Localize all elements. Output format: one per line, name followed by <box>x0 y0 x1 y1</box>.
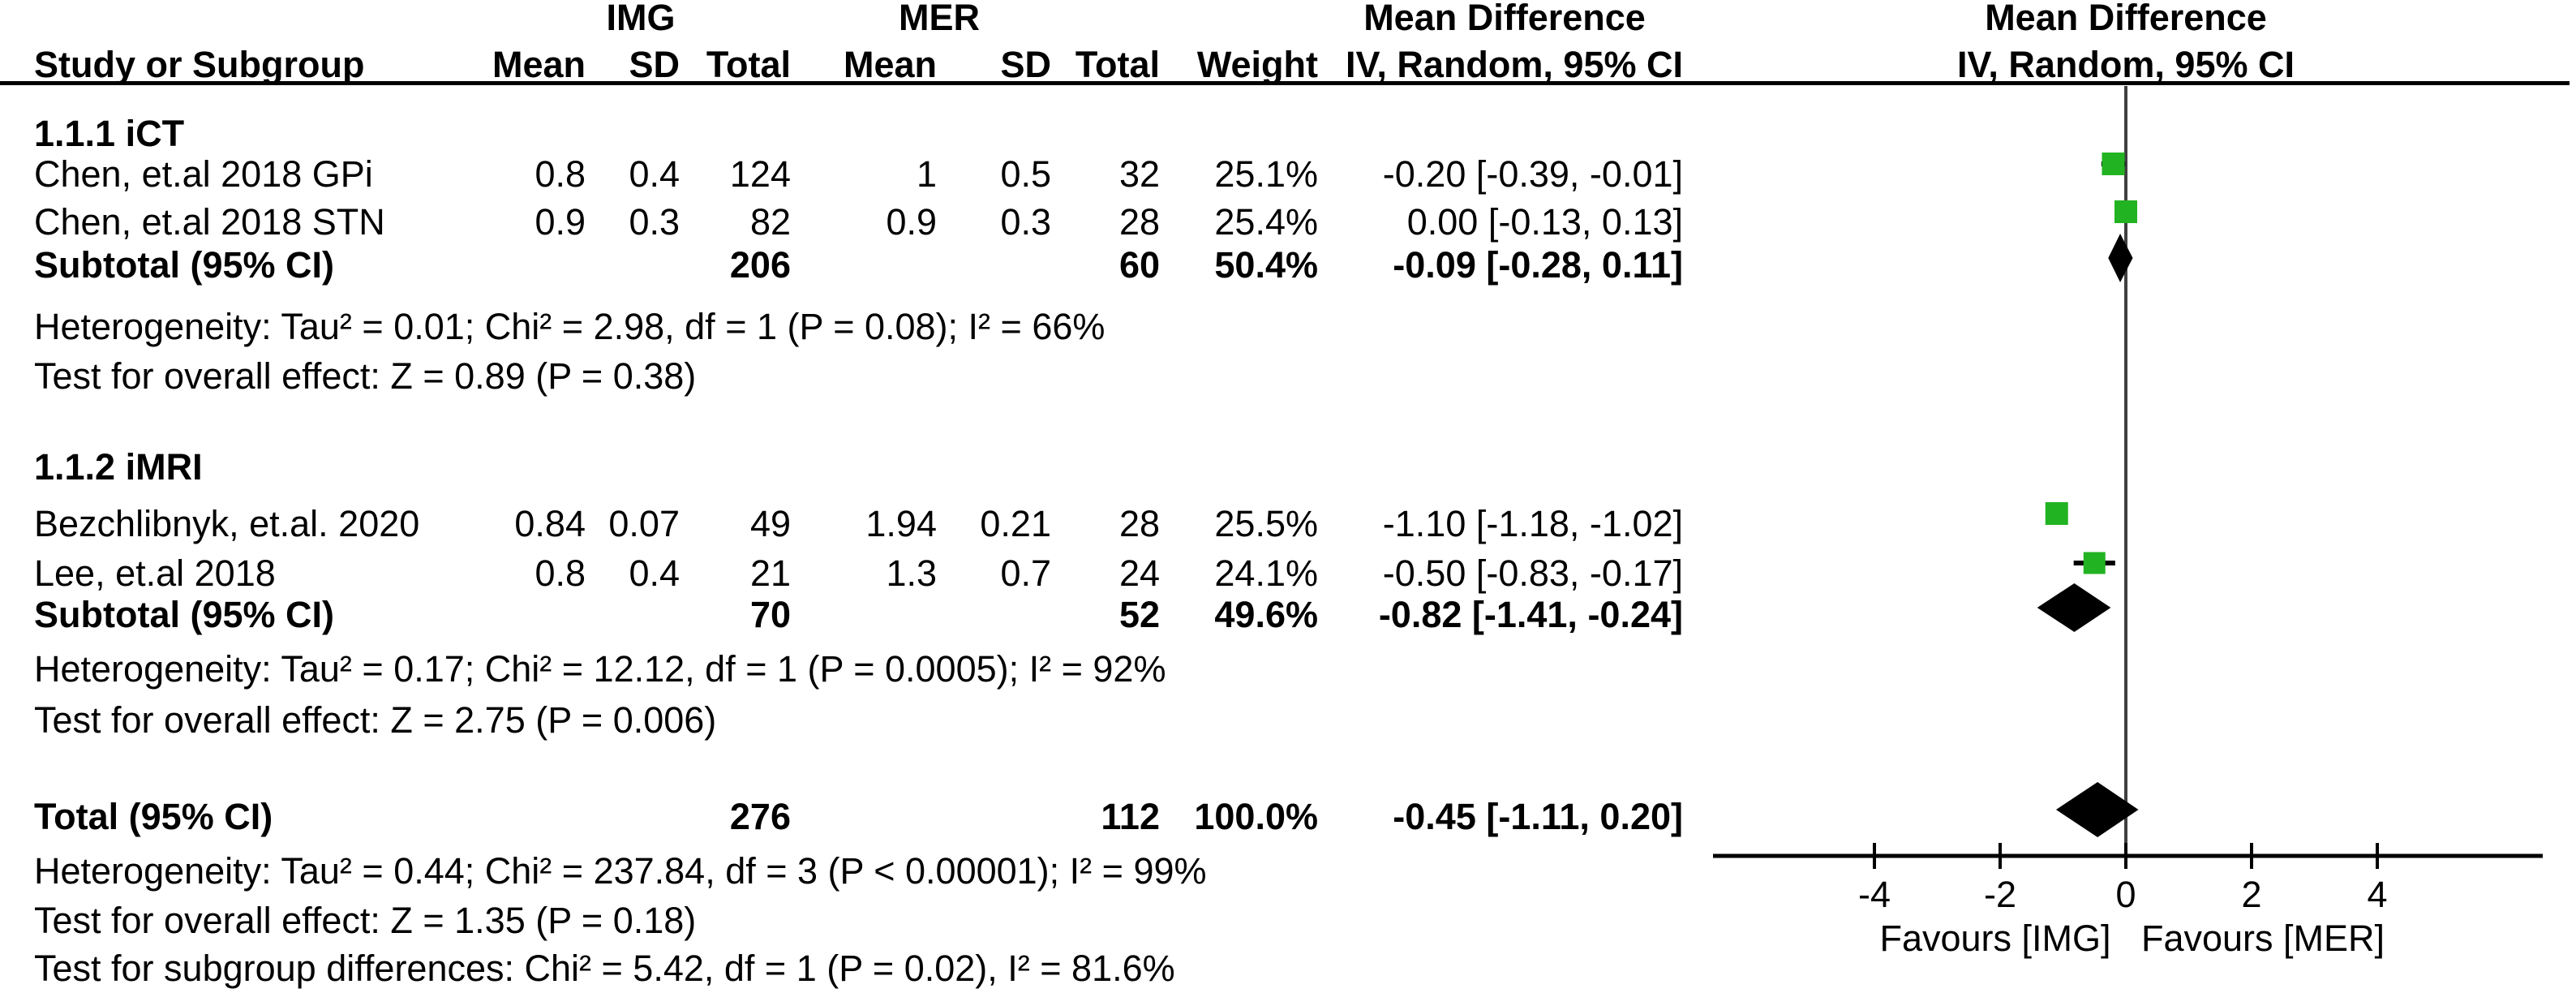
subtotal-mer-total: 52 <box>1118 594 1160 635</box>
total-label: Total (95% CI) <box>34 796 273 837</box>
study-name: Chen, et.al 2018 STN <box>34 201 385 243</box>
total-overall-effect-text: Test for overall effect: Z = 1.35 (P = 0… <box>34 900 697 941</box>
total-ci: -0.45 [-1.11, 0.20] <box>1393 796 1683 837</box>
study-mer-total: 32 <box>1118 153 1160 195</box>
subtotal-weight: 49.6% <box>1214 594 1318 635</box>
subtotal-mer-total: 60 <box>1118 244 1160 286</box>
subtotal-weight: 50.4% <box>1214 244 1318 286</box>
study-img-total: 49 <box>749 503 791 544</box>
study-mer-sd: 0.3 <box>1000 201 1051 243</box>
study-mer-total: 28 <box>1118 201 1160 243</box>
study-name: Chen, et.al 2018 GPi <box>34 153 373 195</box>
subgroup-label: 1.1.1 iCT <box>34 113 185 154</box>
study-ci-text: -1.10 [-1.18, -1.02] <box>1382 503 1683 544</box>
study-name: Lee, et.al 2018 <box>34 552 276 594</box>
effect-square <box>2083 552 2106 574</box>
axis-tick-label: 0 <box>2115 874 2136 915</box>
subtotal-diamond <box>2108 234 2133 282</box>
study-mer-mean: 0.9 <box>886 201 937 243</box>
header-rule <box>0 81 2570 85</box>
img-group-header: IMG <box>606 0 676 38</box>
total-diamond <box>2055 782 2139 837</box>
study-img-sd: 0.4 <box>629 153 680 195</box>
overall-effect-text: Test for overall effect: Z = 2.75 (P = 0… <box>34 699 717 741</box>
study-img-sd: 0.07 <box>608 503 680 544</box>
study-weight: 24.1% <box>1214 552 1318 594</box>
study-weight: 25.1% <box>1214 153 1318 195</box>
subtotal-label: Subtotal (95% CI) <box>34 244 335 286</box>
study-weight: 25.4% <box>1214 201 1318 243</box>
img-mean-header: Mean <box>492 44 586 85</box>
effect-square <box>2114 200 2137 223</box>
subgroup-label: 1.1.2 iMRI <box>34 446 203 488</box>
study-img-mean: 0.84 <box>514 503 586 544</box>
favours-mer-label: Favours [MER] <box>2140 918 2385 959</box>
method-column-header: IV, Random, 95% CI <box>1346 44 1683 85</box>
overall-effect-text: Test for overall effect: Z = 0.89 (P = 0… <box>34 355 697 397</box>
heterogeneity-text: Heterogeneity: Tau² = 0.01; Chi² = 2.98,… <box>34 306 1106 347</box>
study-mer-mean: 1 <box>916 153 937 195</box>
effect-square <box>2045 502 2068 525</box>
mean-difference-plot-header: Mean Difference <box>1985 0 2267 38</box>
study-img-mean: 0.8 <box>535 552 586 594</box>
subtotal-ci: -0.82 [-1.41, -0.24] <box>1378 594 1683 635</box>
study-ci-text: 0.00 [-0.13, 0.13] <box>1406 201 1683 243</box>
mer-total-header: Total <box>1075 44 1160 85</box>
study-img-mean: 0.8 <box>535 153 586 195</box>
subtotal-label: Subtotal (95% CI) <box>34 594 335 635</box>
study-ci-text: -0.20 [-0.39, -0.01] <box>1382 153 1683 195</box>
study-column-header: Study or Subgroup <box>34 44 365 85</box>
effect-square <box>2102 153 2125 175</box>
study-mer-mean: 1.94 <box>865 503 937 544</box>
study-img-total: 82 <box>749 201 791 243</box>
study-name: Bezchlibnyk, et.al. 2020 <box>34 503 420 544</box>
heterogeneity-text: Heterogeneity: Tau² = 0.17; Chi² = 12.12… <box>34 648 1166 690</box>
study-mer-sd: 0.21 <box>980 503 1051 544</box>
study-img-total: 21 <box>749 552 791 594</box>
img-sd-header: SD <box>629 44 680 85</box>
favours-img-label: Favours [IMG] <box>1879 918 2111 959</box>
axis-tick-label: -2 <box>1983 874 2017 915</box>
study-img-total: 124 <box>729 153 791 195</box>
axis-tick-label: -4 <box>1857 874 1891 915</box>
study-img-sd: 0.3 <box>629 201 680 243</box>
subtotal-diamond <box>2037 583 2111 632</box>
axis-tick-label: 4 <box>2367 874 2388 915</box>
mer-sd-header: SD <box>1000 44 1051 85</box>
study-img-mean: 0.9 <box>535 201 586 243</box>
mer-mean-header: Mean <box>843 44 937 85</box>
study-mer-total: 24 <box>1118 552 1160 594</box>
method-plot-header: IV, Random, 95% CI <box>1957 44 2295 85</box>
study-mer-mean: 1.3 <box>886 552 937 594</box>
study-img-sd: 0.4 <box>629 552 680 594</box>
mean-difference-column-header: Mean Difference <box>1363 0 1646 38</box>
subtotal-img-total: 70 <box>749 594 791 635</box>
total-weight: 100.0% <box>1194 796 1318 837</box>
subtotal-ci: -0.09 [-0.28, 0.11] <box>1393 244 1683 286</box>
total-mer-total: 112 <box>1101 796 1160 837</box>
study-mer-sd: 0.7 <box>1000 552 1051 594</box>
study-mer-total: 28 <box>1118 503 1160 544</box>
axis-tick-label: 2 <box>2241 874 2262 915</box>
total-heterogeneity-text: Heterogeneity: Tau² = 0.44; Chi² = 237.8… <box>34 850 1207 892</box>
study-ci-text: -0.50 [-0.83, -0.17] <box>1382 552 1683 594</box>
study-weight: 25.5% <box>1214 503 1318 544</box>
total-img-total: 276 <box>729 796 791 837</box>
subgroup-differences-text: Test for subgroup differences: Chi² = 5.… <box>34 948 1175 989</box>
mer-group-header: MER <box>899 0 980 38</box>
weight-column-header: Weight <box>1196 44 1318 85</box>
study-mer-sd: 0.5 <box>1000 153 1051 195</box>
subtotal-img-total: 206 <box>729 244 791 286</box>
img-total-header: Total <box>706 44 791 85</box>
